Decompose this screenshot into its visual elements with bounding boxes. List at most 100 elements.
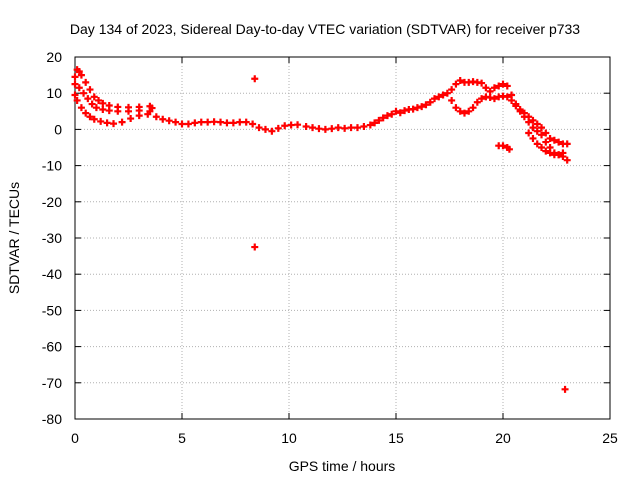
data-point bbox=[217, 118, 225, 126]
y-tick-label: 20 bbox=[46, 49, 62, 65]
data-point bbox=[542, 129, 550, 137]
series-upper-track bbox=[71, 66, 156, 112]
data-point bbox=[165, 117, 173, 125]
y-tick-label: -10 bbox=[42, 158, 62, 174]
data-point bbox=[287, 121, 295, 129]
data-point bbox=[533, 140, 541, 148]
data-point bbox=[503, 93, 511, 101]
grid-layer bbox=[75, 57, 610, 419]
data-point bbox=[302, 123, 310, 131]
data-point bbox=[448, 86, 456, 94]
data-point bbox=[529, 124, 537, 132]
data-point bbox=[223, 119, 231, 127]
data-point bbox=[456, 107, 464, 115]
data-point bbox=[86, 86, 94, 94]
data-marks bbox=[71, 66, 571, 393]
data-point bbox=[375, 116, 383, 124]
data-point bbox=[99, 99, 107, 107]
y-tick-label: -70 bbox=[42, 375, 62, 391]
series-branch-tracks bbox=[448, 92, 571, 164]
data-point bbox=[88, 100, 96, 108]
data-point bbox=[371, 119, 379, 127]
data-point bbox=[486, 87, 494, 95]
y-tick-label: -80 bbox=[42, 411, 62, 427]
data-point bbox=[114, 107, 122, 115]
data-point bbox=[274, 124, 282, 132]
data-point bbox=[456, 77, 464, 85]
data-point bbox=[563, 140, 571, 148]
data-point bbox=[460, 109, 468, 117]
data-point bbox=[499, 80, 507, 88]
data-point bbox=[538, 124, 546, 132]
data-point bbox=[110, 120, 118, 128]
data-point bbox=[309, 124, 317, 132]
data-point bbox=[118, 118, 126, 126]
data-point bbox=[127, 115, 135, 123]
data-point bbox=[84, 95, 92, 103]
data-point bbox=[490, 95, 498, 103]
data-point bbox=[144, 110, 152, 118]
data-point bbox=[77, 71, 85, 79]
data-point bbox=[418, 103, 426, 111]
data-point bbox=[435, 93, 443, 101]
data-point bbox=[360, 123, 368, 131]
data-point bbox=[512, 102, 520, 110]
data-point bbox=[210, 118, 218, 126]
data-point bbox=[159, 115, 167, 123]
data-point bbox=[334, 124, 342, 132]
data-point bbox=[95, 96, 103, 104]
series-isolated-points bbox=[251, 75, 569, 393]
x-tick-label: 15 bbox=[388, 430, 404, 446]
data-point bbox=[383, 112, 391, 120]
data-point bbox=[448, 96, 456, 104]
data-point bbox=[542, 147, 550, 155]
data-point bbox=[242, 118, 250, 126]
data-point bbox=[546, 149, 554, 157]
y-tick-label: -40 bbox=[42, 266, 62, 282]
data-point bbox=[409, 105, 417, 113]
data-point bbox=[452, 104, 460, 112]
data-point bbox=[281, 122, 289, 130]
data-point bbox=[82, 78, 90, 86]
data-point bbox=[261, 125, 269, 133]
data-point bbox=[99, 105, 107, 113]
data-point bbox=[538, 131, 546, 139]
data-point bbox=[533, 120, 541, 128]
data-point bbox=[353, 124, 361, 132]
data-point bbox=[105, 107, 113, 115]
series-middle-track bbox=[71, 80, 154, 115]
data-point bbox=[321, 125, 329, 133]
data-point bbox=[561, 385, 569, 393]
data-point bbox=[71, 80, 79, 88]
data-point bbox=[508, 96, 516, 104]
data-point bbox=[71, 73, 79, 81]
x-axis-label: GPS time / hours bbox=[289, 458, 396, 474]
tick-layer: 0 5 10 15 20 25 20 10 0 -10 -20 -30 -40 -50 -60 -70 -80 bbox=[42, 49, 618, 446]
data-point bbox=[152, 113, 160, 121]
y-tick-label: -60 bbox=[42, 339, 62, 355]
data-point bbox=[431, 95, 439, 103]
data-point bbox=[103, 119, 111, 127]
data-point bbox=[516, 107, 524, 115]
data-point bbox=[482, 84, 490, 92]
data-point bbox=[503, 82, 511, 90]
data-point bbox=[75, 84, 83, 92]
data-point bbox=[75, 67, 83, 75]
data-point bbox=[478, 95, 486, 103]
data-point bbox=[550, 136, 558, 144]
data-point bbox=[236, 118, 244, 126]
data-point bbox=[529, 134, 537, 142]
data-point bbox=[135, 112, 143, 120]
data-point bbox=[525, 129, 533, 137]
data-point bbox=[490, 84, 498, 92]
data-point bbox=[86, 113, 94, 121]
x-tick-label: 5 bbox=[178, 430, 186, 446]
x-tick-label: 0 bbox=[71, 430, 79, 446]
y-axis-label: SDTVAR / TECUs bbox=[6, 182, 22, 294]
data-point bbox=[80, 89, 88, 97]
y-tick-label: -30 bbox=[42, 230, 62, 246]
y-tick-label: 0 bbox=[54, 121, 62, 137]
data-point bbox=[71, 91, 79, 99]
x-tick-label: 25 bbox=[602, 430, 618, 446]
